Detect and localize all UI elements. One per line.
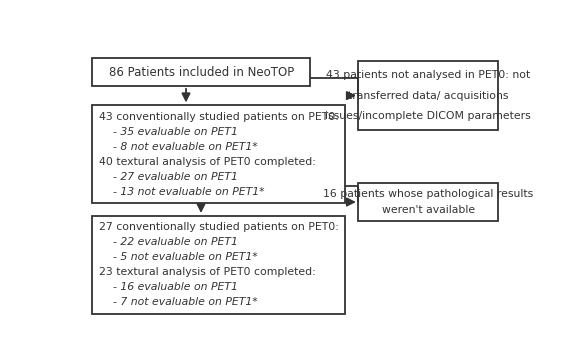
Text: - 7 not evaluable on PET1*: - 7 not evaluable on PET1*	[99, 297, 257, 307]
Text: 40 textural analysis of PET0 completed:: 40 textural analysis of PET0 completed:	[99, 157, 316, 167]
Text: - 5 not evaluable on PET1*: - 5 not evaluable on PET1*	[99, 252, 257, 262]
Text: 16 patients whose pathological results: 16 patients whose pathological results	[323, 190, 533, 200]
Text: 86 Patients included in NeoTOP: 86 Patients included in NeoTOP	[109, 66, 294, 79]
Text: weren't available: weren't available	[382, 205, 475, 215]
FancyBboxPatch shape	[358, 61, 498, 130]
Text: 27 conventionally studied patients on PET0:: 27 conventionally studied patients on PE…	[99, 223, 338, 233]
FancyBboxPatch shape	[92, 216, 345, 314]
FancyBboxPatch shape	[92, 105, 345, 204]
Text: - 27 evaluable on PET1: - 27 evaluable on PET1	[99, 172, 238, 182]
Text: - 8 not evaluable on PET1*: - 8 not evaluable on PET1*	[99, 142, 257, 152]
FancyBboxPatch shape	[358, 183, 498, 222]
Text: - 13 not evaluable on PET1*: - 13 not evaluable on PET1*	[99, 187, 265, 197]
Text: transferred data/ acquisitions: transferred data/ acquisitions	[348, 90, 508, 101]
Text: - 22 evaluable on PET1: - 22 evaluable on PET1	[99, 237, 238, 247]
Text: 43 patients not analysed in PET0: not: 43 patients not analysed in PET0: not	[326, 70, 530, 80]
Text: 43 conventionally studied patients on PET0:: 43 conventionally studied patients on PE…	[99, 112, 338, 122]
Text: - 16 evaluable on PET1: - 16 evaluable on PET1	[99, 283, 238, 292]
Text: - 35 evaluable on PET1: - 35 evaluable on PET1	[99, 127, 238, 137]
FancyBboxPatch shape	[92, 58, 310, 86]
Text: 23 textural analysis of PET0 completed:: 23 textural analysis of PET0 completed:	[99, 267, 315, 278]
Text: issues/incomplete DICOM parameters: issues/incomplete DICOM parameters	[325, 111, 531, 121]
